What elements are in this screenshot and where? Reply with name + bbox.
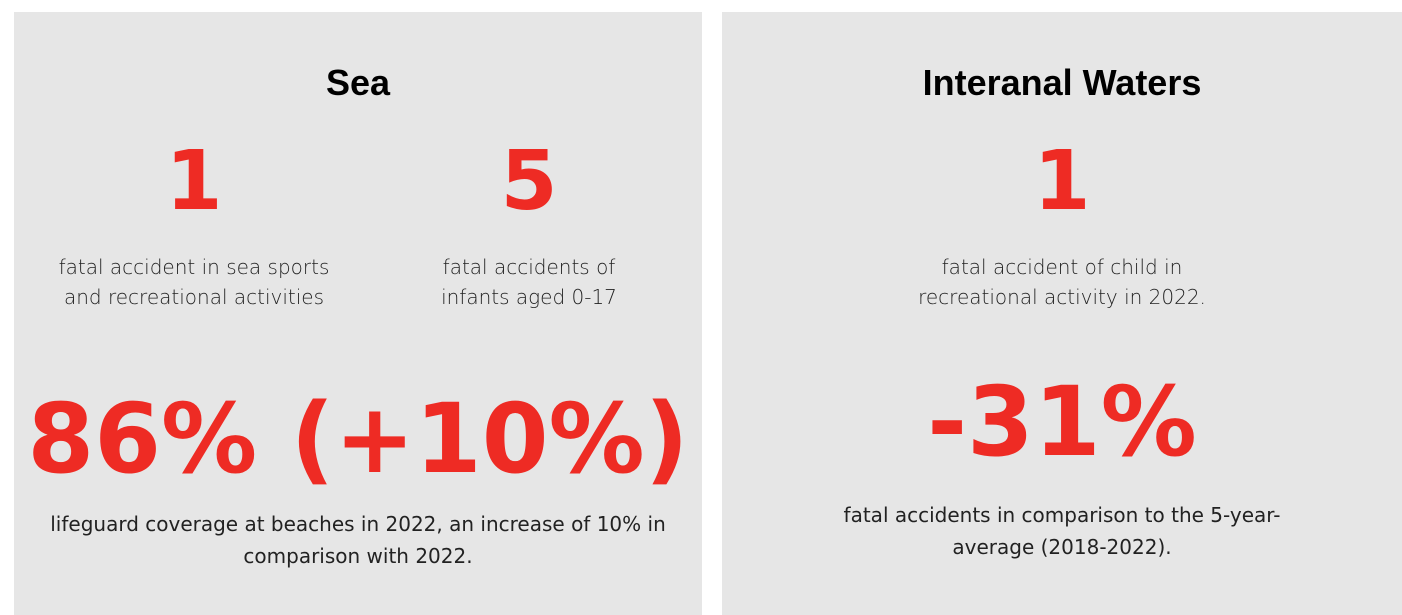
highlight-label: lifeguard coverage at beaches in 2022, a… (50, 512, 666, 568)
panel: Sea 1 fatal accident in sea sports and r… (14, 12, 702, 615)
panel: Interanal Waters 1 fatal accident of chi… (722, 12, 1402, 615)
panel-title: Interanal Waters (922, 62, 1202, 103)
stat-value: 5 (500, 134, 558, 229)
stat-label: fatal accident in sea sports and recreat… (58, 255, 330, 309)
highlight-value: -31% (927, 366, 1197, 478)
stat-label: fatal accident of child in recreational … (918, 255, 1206, 309)
highlight: -31% fatal accidents in comparison to th… (722, 367, 1402, 563)
stat-label: fatal accidents of infants aged 0-17 (441, 255, 617, 309)
stat: 5 fatal accidents of infants aged 0-17 (409, 132, 649, 312)
stat: 1 fatal accident in sea sports and recre… (54, 132, 334, 312)
stat-value: 1 (165, 134, 223, 229)
highlight-label: fatal accidents in comparison to the 5-y… (843, 503, 1281, 559)
panel-title: Sea (325, 62, 391, 103)
highlight: 86% (+10%) lifeguard coverage at beaches… (14, 384, 702, 572)
stat: 1 fatal accident of child in recreationa… (892, 132, 1232, 312)
stat-value: 1 (1033, 134, 1091, 229)
highlight-value: 86% (+10%) (27, 383, 689, 495)
